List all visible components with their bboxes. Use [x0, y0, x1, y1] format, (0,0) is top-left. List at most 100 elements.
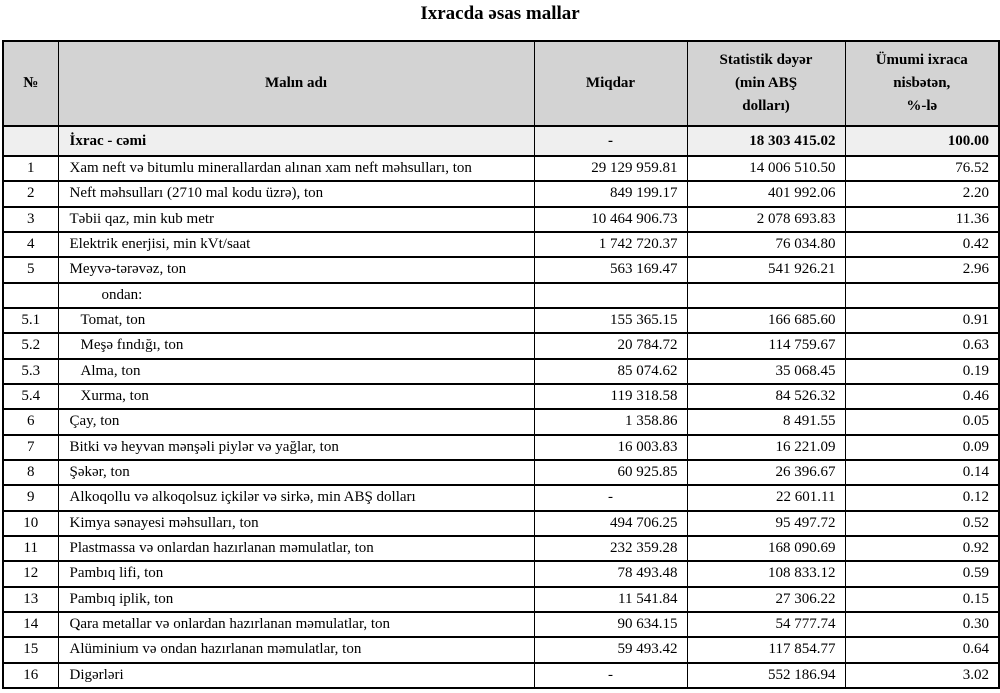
- table-row: 5.1 Tomat, ton 155 365.15 166 685.60 0.91: [2, 306, 1000, 335]
- row-share-cell: [844, 281, 1000, 309]
- row-value-cell: 14 006 510.50: [686, 154, 846, 183]
- row-no-cell: 13: [2, 585, 59, 613]
- summary-name-cell: İxrac - cəmi: [57, 125, 535, 157]
- table-row: 14 Qara metallar və onlardan hazırlanan m…: [2, 610, 1000, 639]
- row-name-cell: Pambıq lifi, ton: [57, 560, 535, 588]
- table-row: 3 Təbii qaz, min kub metr 10 464 906.73 2 0…: [2, 205, 1000, 233]
- row-share-cell: 2.96: [844, 256, 1000, 284]
- summary-quantity-cell: -: [533, 125, 688, 157]
- row-share-cell: 0.52: [844, 509, 1000, 537]
- row-no-cell: 8: [2, 458, 59, 487]
- row-quantity-cell: 90 634.15: [533, 610, 688, 639]
- row-value-cell: 16 221.09: [686, 433, 846, 461]
- summary-share-cell: 100.00: [844, 125, 1000, 157]
- row-share-cell: 11.36: [844, 205, 1000, 233]
- row-quantity-cell: 849 199.17: [533, 180, 688, 208]
- table-row: 1 Xam neft və bitumlu minerallardan alına…: [2, 154, 1000, 183]
- row-name-cell: Tomat, ton: [57, 306, 535, 335]
- row-name-cell: Bitki və heyvan mənşəli piylər və yağlar…: [57, 433, 535, 461]
- row-value-cell: 76 034.80: [686, 230, 846, 259]
- row-share-cell: 0.64: [844, 636, 1000, 664]
- row-name-cell: Alüminium və ondan hazırlanan məmulatlar…: [57, 636, 535, 664]
- row-value-cell: 54 777.74: [686, 610, 846, 639]
- row-quantity-cell: 29 129 959.81: [533, 154, 688, 183]
- row-value-cell: 108 833.12: [686, 560, 846, 588]
- row-name-cell: Təbii qaz, min kub metr: [57, 205, 535, 233]
- row-value-cell: 166 685.60: [686, 306, 846, 335]
- row-no-cell: 5.2: [2, 332, 59, 360]
- row-no-cell: 1: [2, 154, 59, 183]
- table-row: ondan:: [2, 281, 1000, 309]
- row-name-cell: Xam neft və bitumlu minerallardan alınan…: [57, 154, 535, 183]
- row-name-cell: Qara metallar və onlardan hazırlanan məm…: [57, 610, 535, 639]
- row-value-cell: 27 306.22: [686, 585, 846, 613]
- table-row: 16 Digərləri -552 186.94 3.02: [2, 661, 1000, 690]
- row-no-cell: 3: [2, 205, 59, 233]
- row-quantity-cell: 11 541.84: [533, 585, 688, 613]
- row-quantity-cell: 10 464 906.73: [533, 205, 688, 233]
- row-name-cell: Neft məhsulları (2710 mal kodu üzrə), to…: [57, 180, 535, 208]
- row-name-cell: Alma, ton: [57, 357, 535, 385]
- col-header-no: №: [2, 40, 59, 127]
- row-quantity-cell: 16 003.83: [533, 433, 688, 461]
- row-no-cell: 12: [2, 560, 59, 588]
- row-no-cell: 5.4: [2, 382, 59, 411]
- row-name-cell: Çay, ton: [57, 408, 535, 436]
- row-share-cell: 0.30: [844, 610, 1000, 639]
- row-value-cell: 22 601.11: [686, 484, 846, 512]
- col-header-share: Ümumi ixraca nisbətən, %-lə: [844, 40, 1000, 127]
- row-name-cell: Şəkər, ton: [57, 458, 535, 487]
- row-share-cell: 0.91: [844, 306, 1000, 335]
- table-row: 5.3 Alma, ton 85 074.62 35 068.45 0.19: [2, 357, 1000, 385]
- row-quantity-cell: 20 784.72: [533, 332, 688, 360]
- table-row: 5 Meyvə-tərəvəz, ton 563 169.47 541 926.21 2…: [2, 256, 1000, 284]
- row-no-cell: 9: [2, 484, 59, 512]
- row-value-cell: [686, 281, 846, 309]
- row-share-cell: 0.42: [844, 230, 1000, 259]
- page-title: Ixracda əsas mallar: [420, 3, 580, 24]
- row-name-cell: Digərləri: [57, 661, 535, 690]
- row-no-cell: 4: [2, 230, 59, 259]
- row-share-cell: 0.46: [844, 382, 1000, 411]
- row-share-cell: 0.63: [844, 332, 1000, 360]
- row-share-cell: 76.52: [844, 154, 1000, 183]
- row-quantity-cell: 85 074.62: [533, 357, 688, 385]
- row-name-cell: ondan:: [57, 281, 535, 309]
- row-value-cell: 35 068.45: [686, 357, 846, 385]
- row-value-cell: 552 186.94: [686, 661, 846, 690]
- row-name-cell: Kimya sənayesi məhsulları, ton: [57, 509, 535, 537]
- row-value-cell: 114 759.67: [686, 332, 846, 360]
- row-value-cell: 401 992.06: [686, 180, 846, 208]
- header-row: № Malın adı Miqdar Statistik dəyər (min …: [2, 40, 1000, 127]
- row-no-cell: 15: [2, 636, 59, 664]
- summary-no-cell: [2, 125, 59, 157]
- row-share-cell: 0.59: [844, 560, 1000, 588]
- row-share-cell: 0.92: [844, 534, 1000, 563]
- row-no-cell: 10: [2, 509, 59, 537]
- table-row: 8 Şəkər, ton 60 925.85 26 396.67 0.14: [2, 458, 1000, 487]
- table-row: 5.2 Meşə fındığı, ton 20 784.72 114 759.67 0…: [2, 332, 1000, 360]
- table-row: 5.4 Xurma, ton 119 318.58 84 526.32 0.46: [2, 382, 1000, 411]
- table-row: 7 Bitki və heyvan mənşəli piylər və yağla…: [2, 433, 1000, 461]
- row-name-cell: Alkoqollu və alkoqolsuz içkilər və sirkə…: [57, 484, 535, 512]
- row-share-cell: 0.15: [844, 585, 1000, 613]
- col-header-value: Statistik dəyər (min ABŞ dolları): [686, 40, 846, 127]
- table-row: 9 Alkoqollu və alkoqolsuz içkilər və sirk…: [2, 484, 1000, 512]
- row-share-cell: 0.19: [844, 357, 1000, 385]
- row-share-cell: 0.05: [844, 408, 1000, 436]
- row-no-cell: 7: [2, 433, 59, 461]
- row-quantity-cell: 232 359.28: [533, 534, 688, 563]
- row-value-cell: 117 854.77: [686, 636, 846, 664]
- col-header-quantity: Miqdar: [533, 40, 688, 127]
- row-quantity-cell: -: [533, 484, 688, 512]
- row-name-cell: Meyvə-tərəvəz, ton: [57, 256, 535, 284]
- row-share-cell: 2.20: [844, 180, 1000, 208]
- summary-value-cell: 18 303 415.02: [686, 125, 846, 157]
- row-value-cell: 26 396.67: [686, 458, 846, 487]
- table-row: 12 Pambıq lifi, ton 78 493.48 108 833.12 0.5…: [2, 560, 1000, 588]
- row-name-cell: Pambıq iplik, ton: [57, 585, 535, 613]
- row-quantity-cell: 1 358.86: [533, 408, 688, 436]
- row-no-cell: 2: [2, 180, 59, 208]
- row-name-cell: Elektrik enerjisi, min kVt/saat: [57, 230, 535, 259]
- row-name-cell: Plastmassa və onlardan hazırlanan məmula…: [57, 534, 535, 563]
